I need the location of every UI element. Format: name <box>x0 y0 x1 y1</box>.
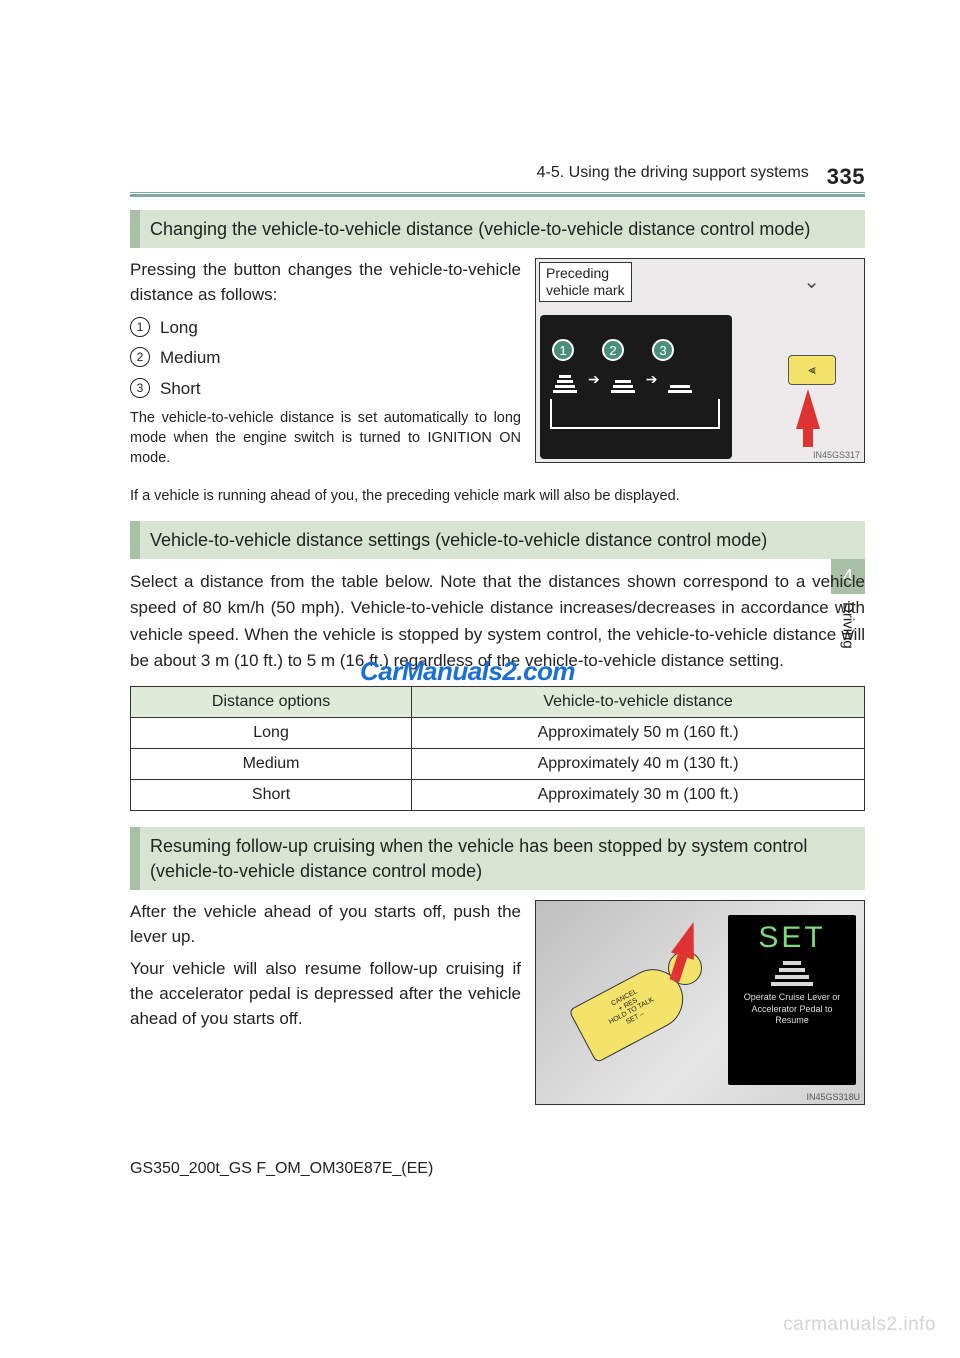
list-item: 2 Medium <box>130 346 521 371</box>
figure-code: IN45GS318U <box>806 1092 860 1102</box>
note-text: The vehicle-to-vehicle distance is set a… <box>130 408 521 469</box>
distance-button-icon: ⫷ <box>788 355 836 385</box>
list-item: 1 Long <box>130 316 521 341</box>
intro-text: Pressing the button changes the vehicle-… <box>130 258 521 307</box>
table-cell: Approximately 30 m (100 ft.) <box>412 780 865 811</box>
distance-icons-row: ➔ ➔ <box>550 365 695 393</box>
distance-option-list: 1 Long 2 Medium 3 Short <box>130 316 521 402</box>
table-row: ShortApproximately 30 m (100 ft.) <box>131 780 865 811</box>
press-arrow-icon <box>796 389 820 429</box>
center-watermark: CarManuals2.com <box>360 656 575 687</box>
callout-3-icon: 3 <box>652 339 674 361</box>
resume-p2: Your vehicle will also resume follow-up … <box>130 957 521 1031</box>
section-heading-resuming: Resuming follow-up cruising when the veh… <box>130 827 865 890</box>
hud-display: SET Operate Cruise Lever or Accelerator … <box>728 915 856 1085</box>
push-up-arrow-icon <box>671 918 705 960</box>
set-label: SET <box>734 921 850 955</box>
site-watermark: carmanuals2.info <box>783 1314 936 1336</box>
car-distance-medium-icon <box>608 365 638 393</box>
callout-2-icon: 2 <box>602 339 624 361</box>
bullet-3-icon: 3 <box>130 378 150 398</box>
document-code: GS350_200t_GS F_OM_OM30E87E_(EE) <box>130 1160 433 1178</box>
figure-label: Preceding vehicle mark <box>539 262 632 302</box>
table-header-cell: Vehicle-to-vehicle distance <box>412 687 865 718</box>
table-cell: Approximately 40 m (130 ft.) <box>412 749 865 780</box>
page-number: 335 <box>827 164 865 190</box>
car-distance-short-icon <box>665 365 695 393</box>
hud-message: Operate Cruise Lever or Accelerator Peda… <box>734 992 850 1027</box>
resume-p1: After the vehicle ahead of you starts of… <box>130 900 521 949</box>
figure-code: IN45GS317 <box>813 450 860 460</box>
car-distance-long-icon <box>550 365 580 393</box>
distance-table: Distance options Vehicle-to-vehicle dist… <box>130 686 865 811</box>
arrow-right-icon: ➔ <box>646 371 658 388</box>
table-header-row: Distance options Vehicle-to-vehicle dist… <box>131 687 865 718</box>
chevron-icon: ⌄ <box>803 269 820 294</box>
cycle-bracket-icon <box>550 399 720 429</box>
list-item-label: Long <box>160 318 198 337</box>
header-rule <box>130 194 865 197</box>
arrow-right-icon: ➔ <box>588 371 600 388</box>
table-cell: Medium <box>131 749 412 780</box>
car-distance-icon <box>767 961 817 986</box>
section-heading-distance-settings: Vehicle-to-vehicle distance settings (ve… <box>130 521 865 559</box>
bullet-1-icon: 1 <box>130 317 150 337</box>
table-cell: Short <box>131 780 412 811</box>
list-item: 3 Short <box>130 377 521 402</box>
table-cell: Long <box>131 718 412 749</box>
list-item-label: Medium <box>160 348 220 367</box>
figure-distance-button: Preceding vehicle mark ⌄ 1 2 3 ➔ ➔ <box>535 258 865 463</box>
table-cell: Approximately 50 m (160 ft.) <box>412 718 865 749</box>
figure-resume-lever: CANCEL + RES HOLD TO TALK SET – SET Oper… <box>535 900 865 1105</box>
table-row: LongApproximately 50 m (160 ft.) <box>131 718 865 749</box>
table-row: MediumApproximately 40 m (130 ft.) <box>131 749 865 780</box>
section-heading-changing-distance: Changing the vehicle-to-vehicle distance… <box>130 210 865 248</box>
callout-circles: 1 2 3 <box>552 339 674 361</box>
page-header: 335 4-5. Using the driving support syste… <box>130 164 865 190</box>
callout-1-icon: 1 <box>552 339 574 361</box>
section-path: 4-5. Using the driving support systems <box>537 164 809 182</box>
list-item-label: Short <box>160 379 201 398</box>
bullet-2-icon: 2 <box>130 347 150 367</box>
after-figure-note: If a vehicle is running ahead of you, th… <box>130 486 865 506</box>
table-header-cell: Distance options <box>131 687 412 718</box>
